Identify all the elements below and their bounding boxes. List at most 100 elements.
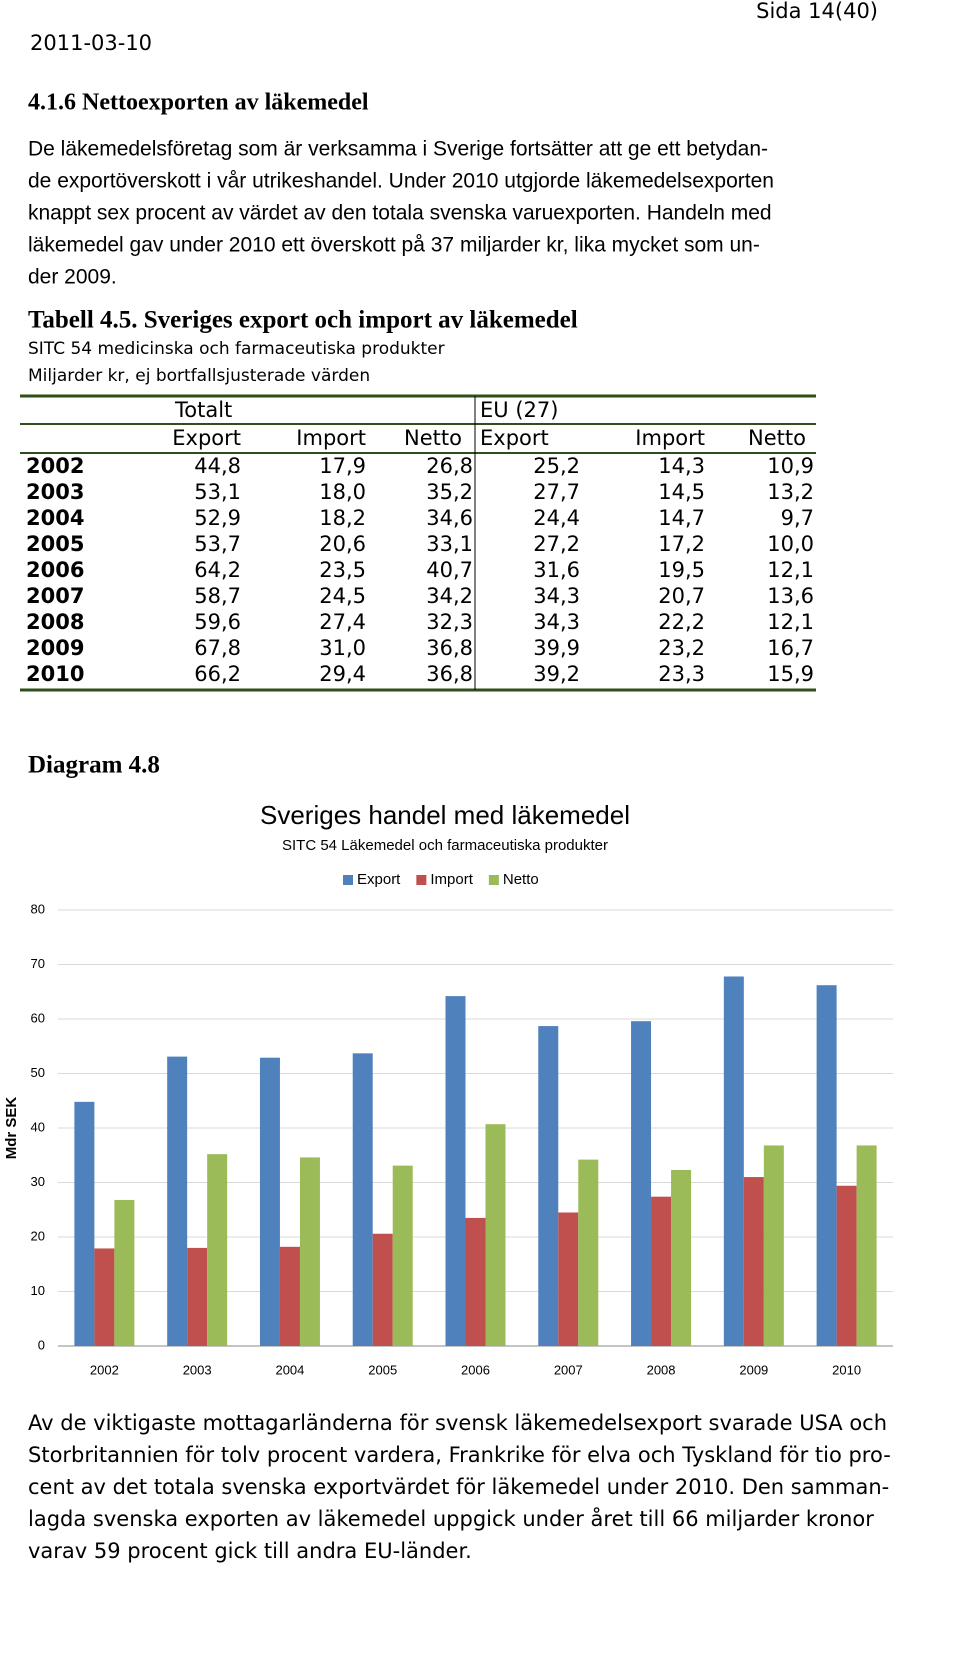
x-tick-label: 2002	[90, 1362, 119, 1377]
x-tick-label: 2005	[368, 1362, 397, 1377]
y-tick-label: 30	[31, 1174, 45, 1189]
y-tick-label: 20	[31, 1228, 45, 1243]
table-cell: 27,2	[533, 532, 580, 556]
table-cell: 14,7	[658, 506, 705, 530]
bar	[485, 1124, 506, 1346]
bar	[723, 976, 744, 1346]
table-cell: 19,5	[658, 558, 705, 582]
bar	[279, 1246, 300, 1346]
bar	[445, 996, 466, 1346]
y-tick-label: 60	[31, 1010, 45, 1025]
table-cell: 31,0	[319, 636, 366, 660]
table-subtitle: SITC 54 medicinska och farmaceutiska pro…	[28, 339, 445, 359]
chart-title: Sveriges handel med läkemedel	[260, 800, 630, 830]
table-cell: 53,7	[194, 532, 241, 556]
bar	[94, 1248, 115, 1346]
table-cell: 9,7	[781, 506, 814, 530]
legend-label: Netto	[503, 871, 539, 888]
table-cell: 34,3	[533, 610, 580, 634]
bar	[392, 1165, 413, 1346]
table-cell: 17,9	[319, 454, 366, 478]
table-cell: 40,7	[426, 558, 473, 582]
paragraph-line: läkemedel gav under 2010 ett överskott p…	[28, 234, 760, 257]
table-row-year: 2007	[26, 584, 84, 608]
legend-swatch	[488, 875, 499, 885]
table-cell: 13,2	[767, 480, 814, 504]
table-cell: 10,9	[767, 454, 814, 478]
bar	[671, 1169, 692, 1346]
bar	[352, 1053, 373, 1346]
table-cell: 24,5	[319, 584, 366, 608]
bar	[187, 1247, 208, 1346]
table-cell: 59,6	[194, 610, 241, 634]
table-row-year: 2003	[26, 480, 84, 504]
table-cell: 33,1	[426, 532, 473, 556]
table-subtitle: Miljarder kr, ej bortfallsjusterade värd…	[28, 366, 370, 386]
x-tick-label: 2006	[461, 1362, 490, 1377]
legend-label: Export	[357, 871, 401, 888]
table-cell: 18,0	[319, 480, 366, 504]
table-cell: 58,7	[194, 584, 241, 608]
bar	[578, 1159, 599, 1346]
table-cell: 23,2	[658, 636, 705, 660]
bar	[465, 1217, 486, 1346]
table-cell: 15,9	[767, 662, 814, 686]
table-cell: 23,5	[319, 558, 366, 582]
bar	[74, 1101, 95, 1346]
table-cell: 27,4	[319, 610, 366, 634]
bar	[763, 1145, 784, 1346]
table-cell: 34,3	[533, 584, 580, 608]
table-cell: 34,6	[426, 506, 473, 530]
closing-line: Av de viktigaste mottagarländerna för sv…	[28, 1411, 887, 1435]
table-cell: 14,3	[658, 454, 705, 478]
table-cell: 22,2	[658, 610, 705, 634]
table-cell: 39,9	[533, 636, 580, 660]
table-cell: 23,3	[658, 662, 705, 686]
table-cell: 66,2	[194, 662, 241, 686]
section-heading: 4.1.6 Nettoexporten av läkemedel	[28, 90, 369, 116]
table-cell: 39,2	[533, 662, 580, 686]
table-column-header: Export	[480, 426, 549, 450]
table-row-year: 2008	[26, 610, 84, 634]
table-cell: 44,8	[194, 454, 241, 478]
table-row-year: 2006	[26, 558, 84, 582]
bar	[299, 1157, 320, 1346]
bar	[651, 1196, 672, 1346]
table-cell: 32,3	[426, 610, 473, 634]
chart-subtitle: SITC 54 Läkemedel och farmaceutiska prod…	[282, 837, 608, 854]
table-cell: 34,2	[426, 584, 473, 608]
page-number: Sida 14(40)	[756, 0, 878, 23]
table-cell: 24,4	[533, 506, 580, 530]
x-tick-label: 2008	[647, 1362, 676, 1377]
table-column-header: Netto	[748, 426, 806, 450]
paragraph-line: de exportöverskott i vår utrikeshandel. …	[28, 170, 774, 193]
legend-swatch	[343, 875, 353, 885]
diagram-label: Diagram 4.8	[28, 752, 160, 779]
table-cell: 35,2	[426, 480, 473, 504]
table-cell: 13,6	[767, 584, 814, 608]
closing-line: varav 59 procent gick till andra EU-länd…	[28, 1539, 472, 1563]
bar	[816, 985, 837, 1346]
table-cell: 12,1	[767, 610, 814, 634]
table-cell: 10,0	[767, 532, 814, 556]
table-cell: 29,4	[319, 662, 366, 686]
y-tick-label: 40	[31, 1119, 45, 1134]
table-group: Totalt	[174, 398, 232, 422]
table-column-header: Import	[296, 426, 366, 450]
table-cell: 20,6	[319, 532, 366, 556]
bar	[259, 1057, 280, 1346]
paragraph-line: der 2009.	[28, 266, 117, 289]
table-cell: 36,8	[426, 636, 473, 660]
table-cell: 64,2	[194, 558, 241, 582]
bar	[167, 1056, 188, 1346]
y-tick-label: 70	[31, 956, 45, 971]
x-tick-label: 2010	[832, 1362, 861, 1377]
table-cell: 14,5	[658, 480, 705, 504]
table-cell: 52,9	[194, 506, 241, 530]
table-cell: 26,8	[426, 454, 473, 478]
x-tick-label: 2003	[183, 1362, 212, 1377]
table-cell: 12,1	[767, 558, 814, 582]
y-tick-label: 80	[31, 901, 45, 916]
x-tick-label: 2004	[275, 1362, 304, 1377]
